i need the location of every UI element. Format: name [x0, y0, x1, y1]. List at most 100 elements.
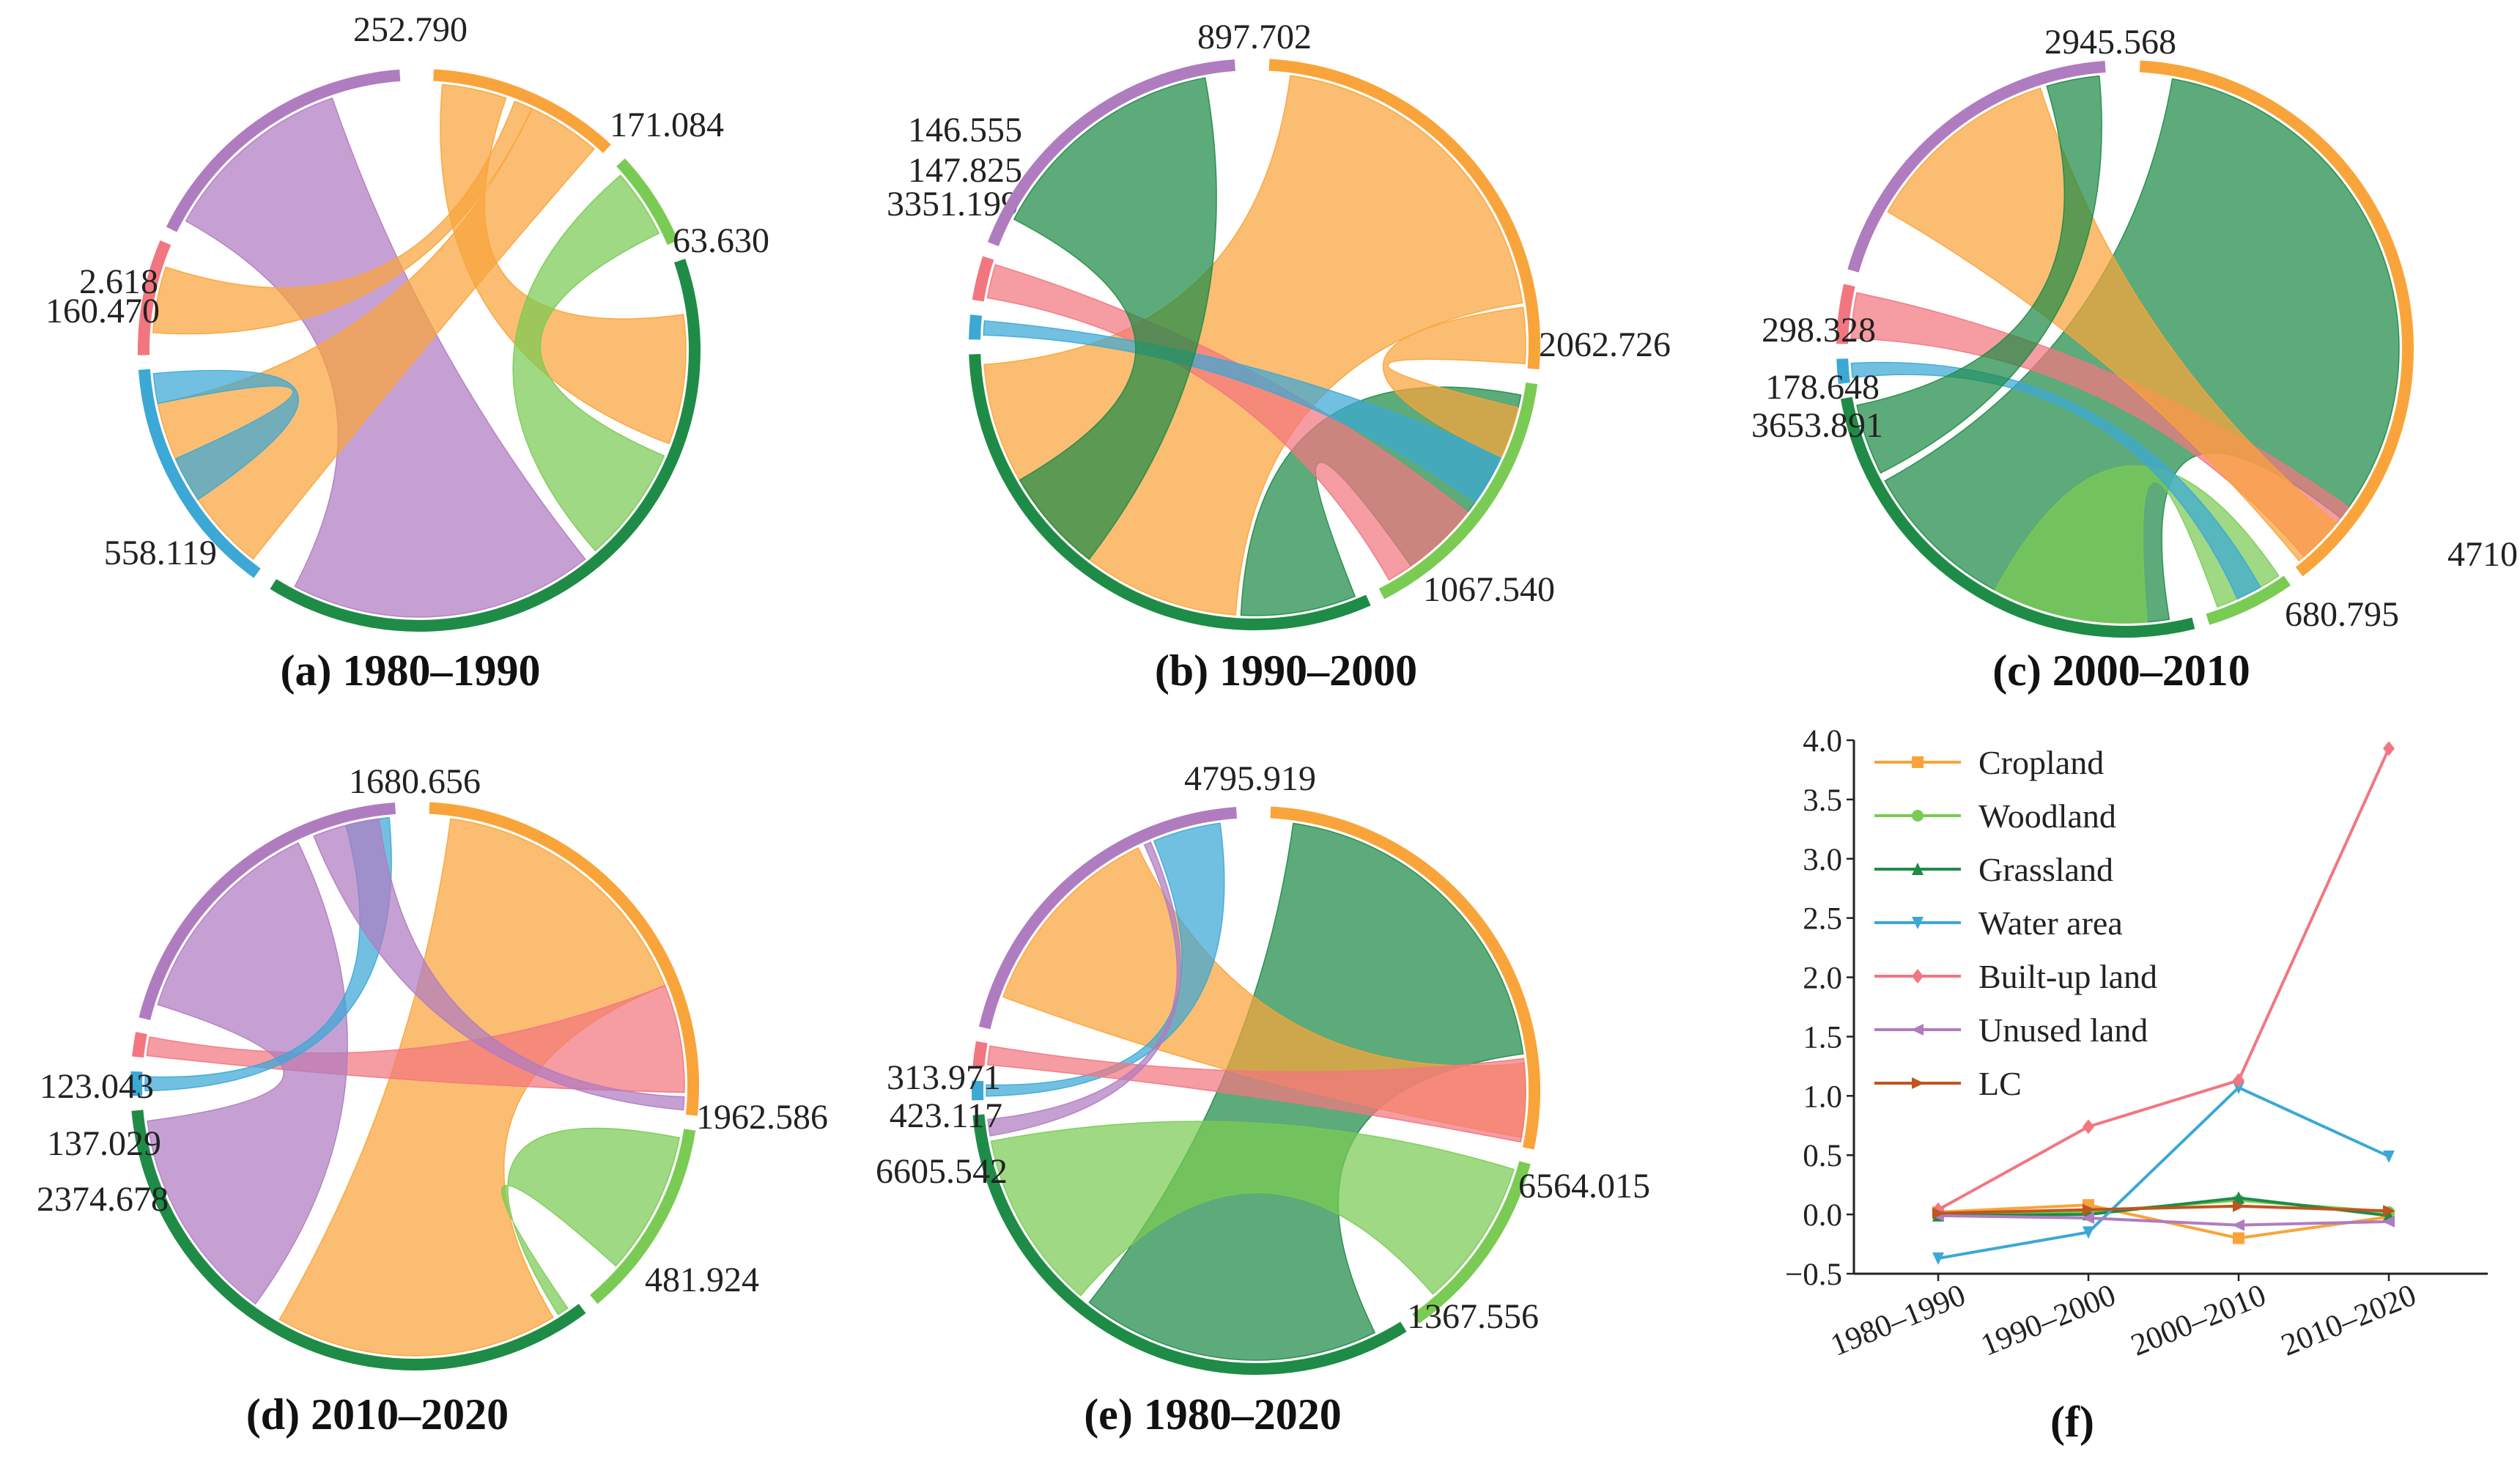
arc-woodland	[2206, 575, 2291, 625]
data-point-unused-land	[2082, 1211, 2094, 1224]
arc-water-area	[1836, 358, 1850, 385]
legend-item-cropland: Cropland	[1874, 744, 2104, 781]
series-line-lc	[1937, 1204, 2390, 1215]
y-tick-label: 3.5	[1803, 783, 1842, 818]
arc-water-area	[969, 314, 983, 340]
legend-item-water-area: Water area	[1874, 904, 2123, 942]
data-point-water-area	[2083, 1226, 2094, 1239]
legend-item-unused-land: Unused land	[1874, 1011, 2148, 1049]
legend-label: LC	[1978, 1065, 2022, 1102]
ribbons	[144, 816, 685, 1357]
data-point-unused-land	[2232, 1219, 2244, 1231]
value-label-unused-land: 123.043	[40, 1067, 154, 1106]
caption-b: (b) 1990–2000	[1155, 646, 1417, 695]
legend-label: Cropland	[1978, 744, 2104, 781]
value-label-unused-land: 313.971	[887, 1058, 1001, 1097]
value-label-cropland: 1680.656	[349, 762, 481, 801]
arc-water-area	[138, 369, 261, 578]
data-point-water-area	[2383, 1150, 2395, 1163]
arc-cropland	[1268, 59, 1541, 369]
ribbons	[152, 84, 687, 618]
data-point-grassland	[2233, 1191, 2244, 1204]
arc-grassland	[270, 258, 701, 632]
ribbon-grassland-to-unused-land	[1856, 75, 2102, 474]
legend-marker	[1912, 1077, 1924, 1089]
ribbon-water-area-to-water-area	[152, 369, 300, 501]
series-line-water-area	[1937, 1085, 2390, 1260]
arc-unused-land	[978, 806, 1238, 1030]
legend-marker	[1912, 969, 1924, 984]
ribbons	[986, 822, 1526, 1361]
value-label-built-up-land: 160.470	[45, 292, 160, 331]
value-label-grassland: 1067.540	[1423, 570, 1555, 609]
arc-cropland	[429, 802, 699, 1116]
series-line-grassland	[1937, 1196, 2390, 1217]
data-point-built-up-land	[2383, 741, 2395, 756]
ribbon-built-up-land-to-cropland	[986, 1045, 1526, 1143]
y-tick-label: 0.5	[1803, 1139, 1842, 1173]
arc-cropland	[2139, 60, 2414, 577]
ribbon-cropland-to-built-up-land	[152, 100, 533, 335]
arc-unused-land	[1847, 60, 2106, 273]
series-water-area	[1932, 1082, 2395, 1265]
arc-built-up-land	[1836, 284, 1855, 344]
arc-grassland	[131, 1110, 586, 1370]
legend-marker	[1912, 756, 1924, 768]
legend-marker	[1911, 1024, 1924, 1036]
value-label-water-area: 3351.199	[887, 185, 1019, 224]
ribbon-unused-land-to-cropland	[313, 818, 685, 1111]
caption-c: (c) 2000–2010	[1992, 646, 2250, 695]
legend-label: Grassland	[1978, 851, 2113, 888]
y-tick-label: 2.5	[1803, 902, 1842, 937]
ribbon-woodland-to-grassland	[500, 1127, 681, 1315]
legend-marker	[1912, 810, 1924, 822]
chord-diagram-e: 4795.919 6564.015 1367.556 6605.542 423.1173…	[876, 759, 1650, 1375]
x-tick-label: 1990–2000	[1976, 1278, 2121, 1363]
ribbons	[1850, 75, 2400, 624]
value-label-water-area: 2374.678	[37, 1180, 169, 1219]
x-tick-label: 2010–2020	[2277, 1278, 2421, 1363]
series-lc	[1932, 1200, 2395, 1219]
legend-item-grassland: Grassland	[1874, 851, 2113, 888]
value-label-grassland: 481.924	[645, 1261, 759, 1299]
value-label-grassland: 63.630	[673, 221, 769, 260]
caption-e: (e) 1980–2020	[1084, 1390, 1342, 1439]
ribbon-unused-land-to-grassland	[987, 841, 1181, 1137]
arc-unused-land	[987, 59, 1235, 246]
y-tick-label: −0.5	[1785, 1258, 1842, 1292]
arc-woodland	[590, 1129, 696, 1305]
ribbon-woodland-to-grassland	[1994, 465, 2280, 624]
ribbon-woodland-to-grassland	[512, 174, 665, 552]
y-tick-label: 4.0	[1803, 724, 1842, 759]
data-point-built-up-land	[2233, 1073, 2244, 1088]
arc-built-up-land	[972, 1041, 988, 1067]
value-label-built-up-land: 137.029	[47, 1124, 161, 1163]
legend-marker	[1912, 917, 1924, 929]
series-line-unused-land	[1937, 1214, 2390, 1227]
ribbon-built-up-land-to-woodland	[986, 264, 1468, 581]
legend-marker	[1912, 863, 1924, 875]
value-label-water-area: 3653.891	[1751, 406, 1883, 445]
ribbons	[983, 75, 1526, 616]
arc-woodland	[1412, 1161, 1531, 1324]
value-label-unused-land: 146.555	[908, 111, 1022, 150]
arc-grassland	[1840, 396, 2195, 638]
caption-a: (a) 1980–1990	[281, 646, 541, 695]
x-tick-label: 2000–2010	[2127, 1278, 2271, 1363]
value-label-woodland: 2062.726	[1539, 325, 1671, 364]
data-point-built-up-land	[2083, 1119, 2094, 1134]
x-tick-label: 1980–1990	[1826, 1278, 1970, 1363]
arc-unused-land	[138, 802, 396, 1021]
arc-grassland	[969, 354, 1371, 630]
value-label-built-up-land: 147.825	[908, 151, 1022, 190]
ribbon-cropland-to-unused-land	[1887, 87, 2338, 562]
value-label-built-up-land: 178.648	[1765, 368, 1880, 407]
legend-label: Unused land	[1978, 1011, 2148, 1049]
chord-diagram-d: 1680.656 1962.586 481.924 2374.678 137.029 12…	[37, 762, 828, 1370]
data-point-water-area	[1932, 1252, 1944, 1265]
data-point-water-area	[2233, 1082, 2244, 1095]
legend-item-woodland: Woodland	[1874, 797, 2116, 835]
legend-item-lc: LC	[1874, 1065, 2022, 1102]
